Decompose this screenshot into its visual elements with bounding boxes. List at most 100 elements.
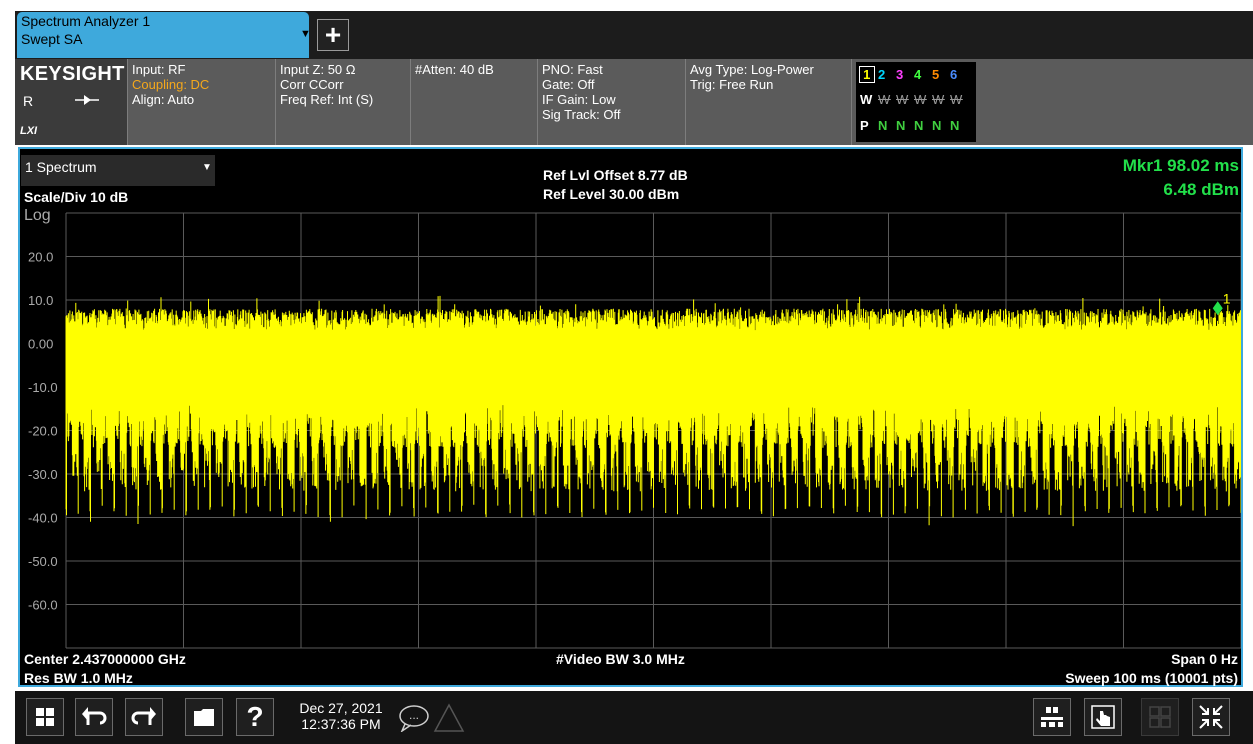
attenuation-settings[interactable]: #Atten: 40 dB (411, 59, 538, 145)
marker-diamond (1212, 301, 1223, 316)
undo-icon (82, 707, 107, 725)
redo-icon (131, 707, 156, 725)
y-tick-label: -60.0 (28, 598, 58, 613)
trace-number: 2 (878, 67, 886, 82)
freq-ref-setting: Freq Ref: Int (S) (280, 92, 374, 107)
tab-spectrum-analyzer-1[interactable]: Spectrum Analyzer 1 Swept SA ▼ (17, 12, 311, 58)
trigger-setting: Trig: Free Run (690, 77, 774, 92)
ref-offset-label: Ref Lvl Offset 8.77 dB (543, 167, 688, 183)
touch-button[interactable] (1084, 698, 1122, 736)
multi-window-icon (1149, 706, 1171, 728)
tab-title: Spectrum Analyzer 1 (21, 13, 151, 29)
sweep-label[interactable]: Sweep 100 ms (10001 pts) (1065, 670, 1238, 686)
lxi-logo: LXI (20, 125, 38, 137)
y-tick-label: 10.0 (28, 293, 53, 308)
windows-start-button[interactable] (26, 698, 64, 736)
gate-setting: Gate: Off (542, 77, 595, 92)
file-button[interactable] (185, 698, 223, 736)
trace-type: W (914, 92, 927, 107)
trace-detector: N (950, 118, 960, 133)
sig-track-setting: Sig Track: Off (542, 107, 621, 122)
time-label: 12:37:36 PM (301, 716, 381, 732)
marker-readout-level: 6.48 dBm (1163, 180, 1239, 199)
input-setting: Input: RF (132, 62, 186, 77)
add-tab-button[interactable]: + (317, 19, 349, 51)
y-tick-label: 0.00 (28, 337, 53, 352)
window-dropdown-icon[interactable]: ▼ (202, 162, 212, 173)
coupling-setting: Coupling: DC (132, 77, 210, 92)
settings-panel: KEYSIGHT R LXI Input: RF Coupling: DC Al… (15, 59, 1253, 145)
trace-detector: N (878, 118, 888, 133)
center-freq-label[interactable]: Center 2.437000000 GHz (24, 651, 186, 667)
trace-type: W (878, 92, 891, 107)
marker-label: 1 (1223, 290, 1231, 306)
date-label: Dec 27, 2021 (299, 700, 383, 716)
touch-hand-icon (1091, 705, 1115, 729)
date-time: Dec 27, 2021 12:37:36 PM (285, 700, 397, 732)
align-setting: Align: Auto (132, 92, 195, 107)
chat-bubble-icon[interactable]: ... (398, 704, 430, 737)
corr-setting: Corr CCorr (280, 77, 344, 92)
trace-line (65, 295, 1241, 527)
ref-level-label: Ref Level 30.00 dBm (543, 186, 680, 202)
trace-number: 4 (914, 67, 922, 82)
y-tick-label: -50.0 (28, 554, 58, 569)
remote-indicator: R (23, 93, 34, 109)
scale-div-label: Scale/Div 10 dB (24, 189, 129, 205)
trace-type: W (950, 92, 963, 107)
input-settings[interactable]: Input: RF Coupling: DC Align: Auto (128, 59, 276, 145)
undo-button[interactable] (75, 698, 113, 736)
atten-setting: #Atten: 40 dB (415, 62, 494, 77)
redo-button[interactable] (125, 698, 163, 736)
avg-type-setting: Avg Type: Log-Power (690, 62, 814, 77)
sweep-settings[interactable]: PNO: Fast Gate: Off IF Gain: Low Sig Tra… (538, 59, 686, 145)
shrink-icon (1199, 705, 1223, 729)
keysight-logo: KEYSIGHT (20, 63, 125, 85)
y-tick-label: -40.0 (28, 511, 58, 526)
input-z-setting: Input Z: 50 Ω (280, 62, 356, 77)
y-tick-label: -20.0 (28, 424, 58, 439)
multi-window-button[interactable] (1141, 698, 1179, 736)
marker-readout-time: Mkr1 98.02 ms (1122, 156, 1239, 175)
tab-subtitle: Swept SA (21, 31, 83, 47)
trace-type: W (860, 92, 873, 107)
window-layout-icon (1041, 707, 1063, 727)
impedance-settings[interactable]: Input Z: 50 Ω Corr CCorr Freq Ref: Int (… (276, 59, 411, 145)
if-gain-setting: IF Gain: Low (542, 92, 616, 107)
trace-type: W (932, 92, 945, 107)
brand-panel: KEYSIGHT R LXI (15, 59, 128, 145)
y-tick-label: -30.0 (28, 467, 58, 482)
window-selector[interactable]: 1 Spectrum ▼ (21, 155, 215, 186)
chat-label: ... (409, 708, 419, 722)
zoom-window-button[interactable] (1192, 698, 1230, 736)
trace-detector: N (896, 118, 906, 133)
windows-icon (36, 708, 54, 726)
scale-type-label: Log (24, 207, 51, 224)
tab-dropdown-icon[interactable]: ▼ (300, 28, 311, 40)
trigger-settings[interactable]: Avg Type: Log-Power Trig: Free Run (686, 59, 852, 145)
help-button[interactable]: ? (236, 698, 274, 736)
layout-button[interactable] (1033, 698, 1071, 736)
trace-type: W (896, 92, 909, 107)
trace-detector: N (932, 118, 942, 133)
trace-detector: N (914, 118, 924, 133)
alert-triangle-icon[interactable] (433, 703, 465, 738)
spectrum-plot[interactable]: 20.0 10.0 0.00 -10.0 -20.0 -30.0 -40.0 -50.0 -60… (20, 149, 1241, 685)
trace-detector: P (860, 118, 870, 133)
video-bw-label[interactable]: #Video BW 3.0 MHz (556, 651, 685, 667)
folder-icon (194, 709, 214, 726)
span-label[interactable]: Span 0 Hz (1171, 651, 1238, 667)
input-arrow-icon (75, 94, 99, 109)
trace-number: 6 (950, 67, 958, 82)
res-bw-label[interactable]: Res BW 1.0 MHz (24, 670, 133, 686)
trace-number: 5 (932, 67, 940, 82)
y-tick-label: 20.0 (28, 250, 53, 265)
window-name: 1 Spectrum (25, 159, 97, 175)
pno-setting: PNO: Fast (542, 62, 603, 77)
trace-number: 3 (896, 67, 904, 82)
spectrum-display-window[interactable]: 20.0 10.0 0.00 -10.0 -20.0 -30.0 -40.0 -50.0 -60… (18, 147, 1243, 687)
